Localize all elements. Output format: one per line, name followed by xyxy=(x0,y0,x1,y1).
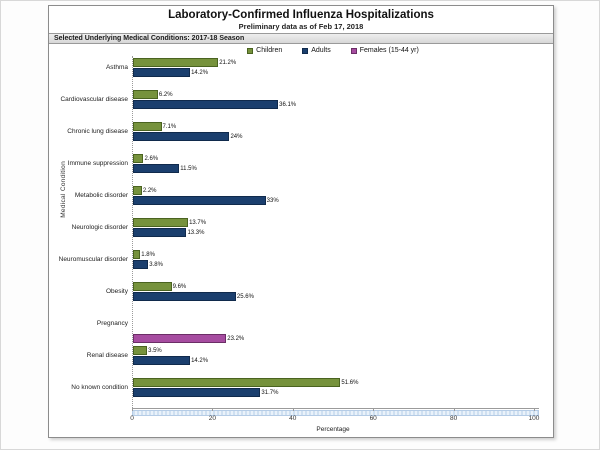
x-tick-mark xyxy=(212,408,214,411)
value-label: 14.2% xyxy=(191,69,209,76)
x-tick-label: 100 xyxy=(528,415,540,422)
category-label: No known condition xyxy=(71,383,128,391)
value-label: 2.2% xyxy=(142,187,157,194)
value-label: 25.6% xyxy=(236,293,254,300)
value-label: 3.5% xyxy=(148,347,162,354)
bar-adults xyxy=(133,99,279,109)
legend: Children Adults Females (15-44 yr) xyxy=(132,47,534,54)
bar-children xyxy=(133,377,341,387)
bar-adults xyxy=(133,195,266,205)
bar-adults xyxy=(133,387,261,397)
x-tick-mark xyxy=(132,408,133,411)
value-label: 23.2% xyxy=(227,335,245,342)
bar-children xyxy=(133,89,158,99)
legend-swatch-icon xyxy=(247,47,254,54)
bar-children xyxy=(133,217,189,227)
value-label: 31.7% xyxy=(261,389,279,396)
legend-label: Adults xyxy=(311,47,331,54)
category-label: Renal disease xyxy=(86,351,128,359)
value-label: 9.6% xyxy=(172,283,187,290)
value-label: 14.2% xyxy=(191,357,209,364)
chart-subtitle: Preliminary data as of Feb 17, 2018 xyxy=(238,22,364,31)
bar-adults xyxy=(133,259,149,269)
x-tick-mark xyxy=(292,408,294,411)
x-axis-title: Percentage xyxy=(316,426,350,433)
legend-swatch-icon xyxy=(302,47,309,54)
bar-adults xyxy=(133,131,230,141)
bar-adults xyxy=(133,355,191,365)
value-label: 6.2% xyxy=(158,91,173,98)
x-tick-label: 60 xyxy=(369,415,377,422)
bar-adults xyxy=(133,291,236,301)
value-label: 51.6% xyxy=(341,379,359,386)
value-label: 21.2% xyxy=(219,59,237,66)
x-axis-line xyxy=(132,408,539,409)
category-label: Neuromuscular disorder xyxy=(58,255,128,263)
x-scrollbar[interactable] xyxy=(132,410,539,416)
value-label: 11.5% xyxy=(180,165,197,172)
value-label: 13.3% xyxy=(187,229,205,236)
legend-item-1[interactable]: Adults xyxy=(302,47,331,54)
legend-label: Children xyxy=(256,47,283,54)
panel-header-label: Selected Underlying Medical Conditions: … xyxy=(54,35,245,42)
legend-label: Females (15-44 yr) xyxy=(359,47,419,54)
bar-children xyxy=(133,249,141,259)
value-label: 1.8% xyxy=(141,251,155,258)
bar-children xyxy=(133,121,162,131)
bar-adults xyxy=(133,163,180,173)
category-label: Pregnancy xyxy=(96,319,128,327)
x-tick-label: 20 xyxy=(208,415,216,422)
bar-females-15-44-yr- xyxy=(133,333,227,343)
value-label: 3.8% xyxy=(149,261,163,268)
category-label: Chronic lung disease xyxy=(67,127,128,135)
x-tick-label: 40 xyxy=(289,415,297,422)
panel-header-bar: Selected Underlying Medical Conditions: … xyxy=(49,33,553,44)
bar-children xyxy=(133,345,148,355)
chart-title: Laboratory-Confirmed Influenza Hospitali… xyxy=(168,9,434,21)
category-label: Metabolic disorder xyxy=(74,191,128,199)
x-tick-label: 80 xyxy=(449,415,458,422)
value-label: 33% xyxy=(266,197,279,204)
bar-children xyxy=(133,57,219,67)
value-label: 7.1% xyxy=(162,123,177,130)
legend-item-0[interactable]: Children xyxy=(247,47,282,54)
category-label: Obesity xyxy=(105,287,128,295)
x-tick-label: 0 xyxy=(130,415,134,422)
y-axis-line xyxy=(132,56,133,408)
bar-adults xyxy=(133,67,191,77)
bar-children xyxy=(133,281,172,291)
legend-swatch-icon xyxy=(350,47,357,54)
category-label: Immune suppression xyxy=(67,159,128,167)
x-tick-mark xyxy=(453,408,455,411)
value-label: 13.7% xyxy=(189,219,207,226)
x-tick-mark xyxy=(373,408,375,411)
value-label: 36.1% xyxy=(279,101,297,108)
category-label: Asthma xyxy=(105,63,128,71)
legend-item-2[interactable]: Females (15-44 yr) xyxy=(350,47,419,54)
bar-children xyxy=(133,153,144,163)
category-label: Neurologic disorder xyxy=(71,223,128,231)
value-label: 2.6% xyxy=(144,155,159,162)
value-label: 24% xyxy=(230,133,243,140)
bar-children xyxy=(133,185,142,195)
bar-adults xyxy=(133,227,187,237)
category-label: Cardiovascular disease xyxy=(60,95,128,103)
chart-window: Laboratory-Confirmed Influenza Hospitali… xyxy=(48,5,554,438)
x-tick-mark xyxy=(534,408,535,411)
